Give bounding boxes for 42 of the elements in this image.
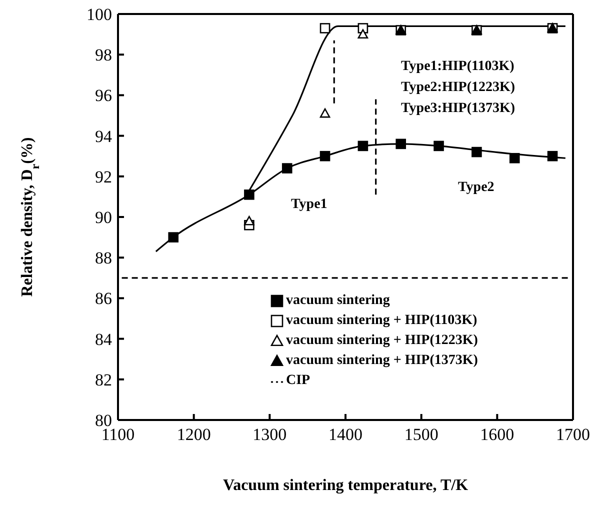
point xyxy=(396,138,406,150)
point xyxy=(547,150,558,162)
annotation: Type2 xyxy=(458,179,494,197)
point xyxy=(282,163,292,174)
x-tick-label: 1400 xyxy=(328,425,362,444)
point xyxy=(244,216,254,226)
y-tick-label: 84 xyxy=(95,330,112,349)
point xyxy=(244,190,254,200)
x-tick-label: 1600 xyxy=(480,425,514,444)
point xyxy=(320,108,330,118)
point xyxy=(320,23,330,34)
x-tick-label: 1700 xyxy=(556,425,590,444)
point xyxy=(434,140,444,152)
point xyxy=(509,152,520,164)
annotation: Type1:HIP(1103K) xyxy=(401,58,514,76)
legend-label: vacuum sintering + HIP(1103K) xyxy=(286,312,478,330)
y-tick-label: 86 xyxy=(95,289,112,308)
x-axis-title: Vacuum sintering temperature, T/K xyxy=(222,477,469,494)
y-tick-label: 90 xyxy=(95,208,112,228)
y-tick-label: 94 xyxy=(95,126,112,146)
point xyxy=(320,150,330,162)
x-tick-label: 1500 xyxy=(404,425,438,444)
y-tick-label: 92 xyxy=(95,167,112,186)
legend-label: vacuum sintering + HIP(1373K) xyxy=(286,352,478,370)
point xyxy=(358,29,368,39)
y-tick-label: 82 xyxy=(95,370,112,390)
point xyxy=(472,146,482,158)
annotation: Type3:HIP(1373K) xyxy=(401,100,516,118)
legend-label: vacuum sintering xyxy=(286,292,390,310)
legend-label: vacuum sintering + HIP(1223K) xyxy=(286,332,478,350)
y-tick-label: 98 xyxy=(95,46,112,65)
annotation: Type2:HIP(1223K) xyxy=(401,79,516,97)
x-tick-label: 1100 xyxy=(101,425,135,444)
annotation: Type1 xyxy=(291,196,328,214)
point xyxy=(168,232,179,242)
y-tick-label: 88 xyxy=(95,248,112,268)
x-tick-label: 1200 xyxy=(176,425,211,444)
y-tick-label: 100 xyxy=(86,5,112,24)
legend-label: CIP xyxy=(286,372,310,390)
point xyxy=(358,140,368,152)
y-tick-label: 96 xyxy=(95,86,112,106)
x-tick-label: 1300 xyxy=(252,425,287,444)
